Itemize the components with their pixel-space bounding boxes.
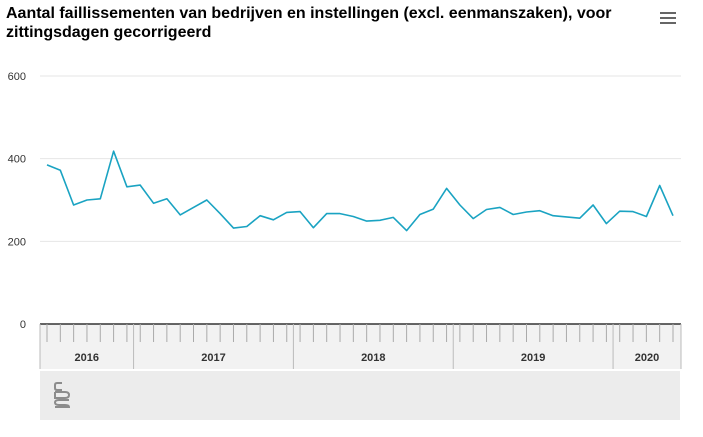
- data-point: [151, 201, 156, 206]
- y-tick-label: 600: [8, 71, 26, 83]
- data-point: [111, 149, 116, 154]
- data-point: [311, 225, 316, 230]
- data-point: [497, 205, 502, 210]
- data-point: [178, 212, 183, 217]
- year-label: 2017: [201, 352, 225, 364]
- data-point: [218, 211, 223, 216]
- data-point: [338, 211, 343, 216]
- data-point: [364, 219, 369, 224]
- data-point: [617, 209, 622, 214]
- data-point: [644, 214, 649, 219]
- data-point: [191, 205, 196, 210]
- data-point: [124, 184, 129, 189]
- data-point: [284, 210, 289, 215]
- data-point: [58, 168, 63, 173]
- data-point: [258, 213, 263, 218]
- data-point: [138, 183, 143, 188]
- data-point: [444, 186, 449, 191]
- data-point: [84, 198, 89, 203]
- data-point: [98, 196, 103, 201]
- data-point: [204, 198, 209, 203]
- data-point: [591, 202, 596, 207]
- cbs-logo-icon: [53, 382, 71, 408]
- data-point: [471, 216, 476, 221]
- x-axis-band: [40, 324, 681, 369]
- year-label: 2019: [521, 352, 545, 364]
- y-tick-label: 200: [8, 236, 26, 248]
- chart-title: Aantal faillissementen van bedrijven en …: [6, 5, 612, 41]
- data-point: [564, 214, 569, 219]
- hamburger-menu-icon[interactable]: [657, 9, 679, 27]
- data-point: [671, 213, 676, 218]
- data-point: [351, 214, 356, 219]
- data-point: [271, 217, 276, 222]
- data-point: [431, 207, 436, 212]
- year-label: 2016: [75, 352, 99, 364]
- data-point: [231, 226, 236, 231]
- data-point: [457, 202, 462, 207]
- data-point: [71, 202, 76, 207]
- data-point: [604, 221, 609, 226]
- data-point: [324, 211, 329, 216]
- data-point: [577, 216, 582, 221]
- data-point: [657, 183, 662, 188]
- chart-footer: [40, 371, 680, 420]
- data-point: [244, 224, 249, 229]
- data-point: [511, 212, 516, 217]
- data-point: [377, 218, 382, 223]
- y-tick-label: 400: [8, 154, 26, 166]
- data-point: [484, 207, 489, 212]
- year-label: 2018: [361, 352, 385, 364]
- data-point: [537, 208, 542, 213]
- data-point: [45, 162, 50, 167]
- data-point: [404, 228, 409, 233]
- data-point: [551, 213, 556, 218]
- data-point: [164, 196, 169, 201]
- data-point: [417, 212, 422, 217]
- series-line: [46, 150, 674, 232]
- data-point: [298, 209, 303, 214]
- year-label: 2020: [635, 352, 659, 364]
- data-point: [524, 209, 529, 214]
- y-tick-label: 0: [20, 319, 26, 331]
- data-point: [631, 209, 636, 214]
- data-point: [391, 215, 396, 220]
